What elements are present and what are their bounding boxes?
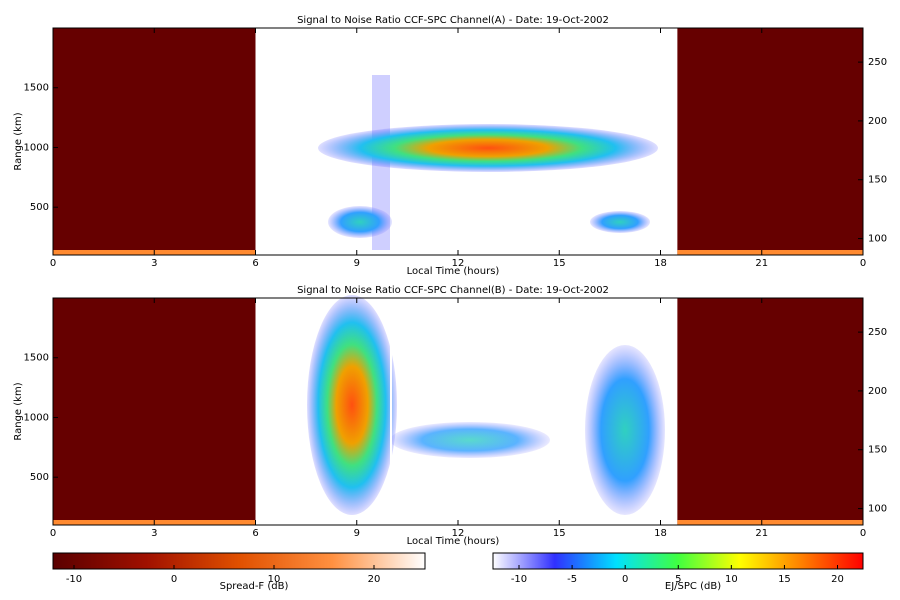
x-tick-label: 9 [354, 528, 360, 539]
colorbar-tick-label: 15 [778, 574, 791, 585]
colorbar-tick-label: 0 [622, 574, 628, 585]
y2-tick-label: 150 [868, 175, 887, 186]
y-tick-label: 500 [30, 472, 49, 483]
spread-f-block [677, 28, 863, 255]
y-tick-label: 1500 [24, 353, 49, 364]
x-tick-label: 12 [452, 258, 465, 269]
x-tick-label: 0 [50, 528, 56, 539]
y-axis-label: Range (km) [13, 382, 24, 440]
panel-title: Signal to Noise Ratio CCF-SPC Channel(B)… [297, 285, 609, 296]
colorbar-tick-label: 10 [725, 574, 738, 585]
x-tick-label: 18 [654, 258, 667, 269]
colorbar-tick-label: 20 [831, 574, 844, 585]
x-tick-label: 18 [654, 528, 667, 539]
y2-tick-label: 100 [868, 234, 887, 245]
spread-f-block [53, 28, 256, 255]
spread-f-block [677, 298, 863, 525]
colorbar-label: Spread-F (dB) [220, 581, 289, 592]
colorbar-tick-label: 5 [675, 574, 681, 585]
y-tick-label: 500 [30, 202, 49, 213]
panel-title: Signal to Noise Ratio CCF-SPC Channel(A)… [297, 15, 609, 26]
x-tick-label: 6 [252, 528, 258, 539]
x-tick-label: 0 [860, 528, 866, 539]
y2-tick-label: 150 [868, 445, 887, 456]
colorbar-tick-label: -10 [511, 574, 527, 585]
x-tick-label: 15 [553, 258, 566, 269]
y2-tick-label: 250 [868, 327, 887, 338]
colorbar-tick-label: 10 [268, 574, 281, 585]
x-tick-label: 3 [151, 258, 157, 269]
x-axis-label: Local Time (hours) [407, 536, 500, 547]
y-axis-label: Range (km) [13, 112, 24, 170]
y2-tick-label: 200 [868, 386, 887, 397]
colorbar-label: EJ/SPC (dB) [665, 581, 721, 592]
y2-tick-label: 100 [868, 504, 887, 515]
echo-layer [307, 75, 665, 525]
y-tick-label: 1000 [24, 412, 49, 423]
x-tick-label: 21 [755, 258, 768, 269]
colorbar-tick-label: -10 [66, 574, 82, 585]
y-tick-label: 1000 [24, 142, 49, 153]
colorbar-tick-label: 0 [171, 574, 177, 585]
spread-f-block [53, 298, 256, 525]
x-tick-label: 15 [553, 528, 566, 539]
x-tick-label: 0 [50, 258, 56, 269]
y2-tick-label: 250 [868, 57, 887, 68]
x-tick-label: 12 [452, 528, 465, 539]
x-tick-label: 0 [860, 258, 866, 269]
bottom-echo [677, 520, 863, 525]
bottom-echo [677, 250, 863, 255]
x-tick-label: 9 [354, 258, 360, 269]
y-tick-label: 1500 [24, 83, 49, 94]
y2-tick-label: 200 [868, 116, 887, 127]
colorbar-tick-label: 20 [368, 574, 381, 585]
colorbar-tick-label: -5 [567, 574, 577, 585]
x-tick-label: 21 [755, 528, 768, 539]
x-tick-label: 6 [252, 258, 258, 269]
x-axis-label: Local Time (hours) [407, 266, 500, 277]
x-tick-label: 3 [151, 528, 157, 539]
colorbar [52, 552, 426, 570]
